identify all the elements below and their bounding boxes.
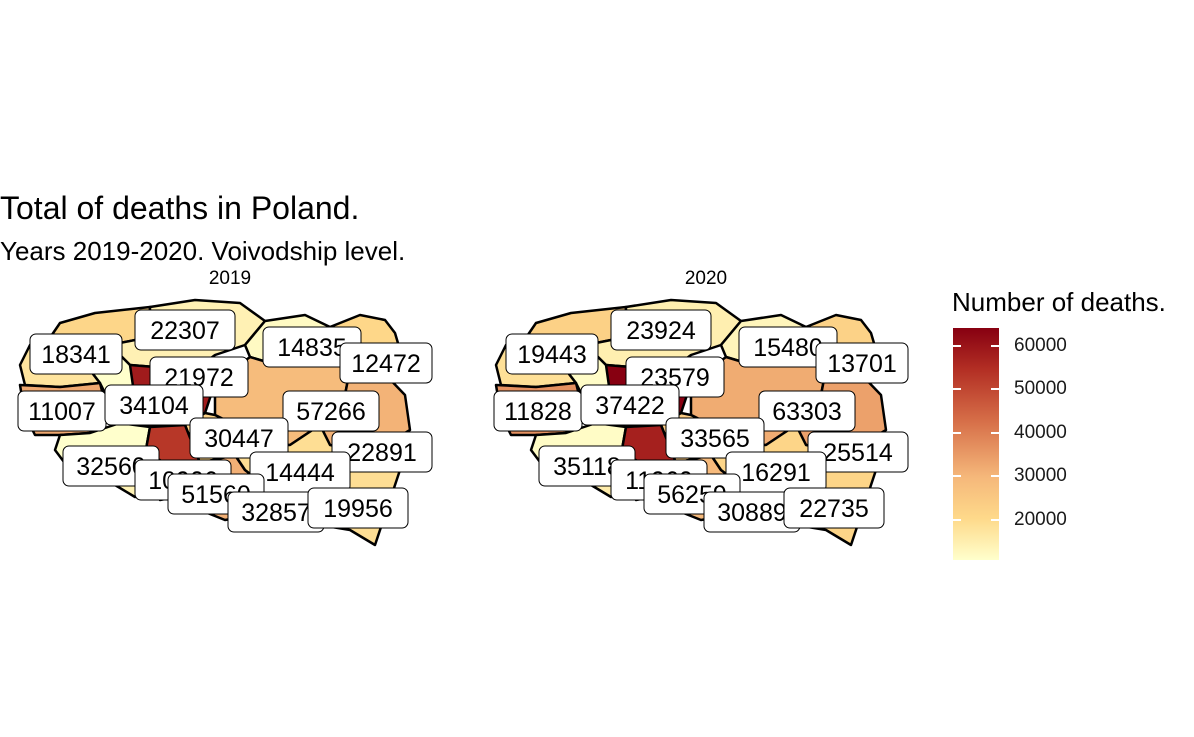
legend-tick-label: 20000 [1014, 509, 1067, 530]
value-label: 18341 [29, 333, 123, 375]
legend-tick-label: 50000 [1014, 378, 1067, 399]
value-label-text: 37422 [595, 392, 665, 420]
value-label: 19956 [307, 487, 409, 529]
value-label-text: 15480 [753, 334, 823, 362]
legend-tick-mark [991, 345, 999, 347]
value-label: 25514 [807, 431, 909, 473]
map-subtitle: Years 2019-2020. Voivodship level. [0, 236, 406, 266]
value-label: 30447 [189, 417, 289, 459]
value-label-text: 35118 [553, 453, 621, 481]
value-label-text: 19956 [323, 495, 393, 523]
value-label-text: 14444 [265, 459, 335, 487]
value-label-text: 12472 [351, 350, 421, 378]
value-label-text: 11007 [28, 398, 96, 426]
value-label-box [29, 333, 123, 375]
value-label-box [189, 417, 289, 459]
value-label-box [339, 342, 433, 384]
value-label-text: 22891 [347, 439, 417, 467]
legend-tick-label: 40000 [1014, 422, 1067, 443]
value-label: 11007 [17, 390, 107, 432]
legend-title: Number of deaths. [952, 287, 1166, 317]
value-label: 19443 [505, 333, 599, 375]
value-label-box [307, 487, 409, 529]
value-label-text: 32560 [76, 453, 146, 481]
legend-tick-label: 60000 [1014, 335, 1067, 356]
value-label-box [505, 333, 599, 375]
value-label-text: 11828 [504, 398, 572, 426]
value-label-text: 18341 [41, 341, 111, 369]
legend-tick-mark [991, 388, 999, 390]
value-label-text: 14835 [277, 334, 347, 362]
value-label: 13701 [815, 342, 909, 384]
value-label-text: 32857 [241, 499, 311, 527]
legend-tick-mark [991, 432, 999, 434]
value-label-text: 16291 [741, 459, 811, 487]
legend-tick-mark [953, 475, 961, 477]
value-label-text: 30889 [717, 499, 787, 527]
value-label-box [134, 309, 236, 351]
value-label-box [758, 390, 856, 432]
value-label: 14835 [262, 326, 362, 368]
value-label-box [580, 384, 680, 426]
legend-tick-label: 30000 [1014, 465, 1067, 486]
value-label: 14444 [249, 451, 351, 493]
value-label: 37422 [580, 384, 680, 426]
legend-tick-mark [991, 519, 999, 521]
value-label: 12472 [339, 342, 433, 384]
legend-tick-mark [953, 388, 961, 390]
value-label-text: 23924 [626, 317, 696, 345]
legend-colorbar [953, 328, 999, 560]
value-label-text: 25514 [823, 439, 893, 467]
value-label-text: 30447 [204, 425, 274, 453]
value-label: 63303 [758, 390, 856, 432]
value-label-box [783, 487, 885, 529]
value-label: 22307 [134, 309, 236, 351]
value-label: 34104 [104, 384, 204, 426]
value-label-text: 22307 [150, 317, 220, 345]
legend-tick-mark [953, 432, 961, 434]
legend-tick-mark [953, 345, 961, 347]
value-label-box [104, 384, 204, 426]
value-label: 22735 [783, 487, 885, 529]
legend-tick-mark [991, 475, 999, 477]
value-label: 30889 [703, 491, 801, 533]
value-label: 57266 [282, 390, 380, 432]
value-label-box [815, 342, 909, 384]
value-label: 32857 [227, 491, 325, 533]
value-label-text: 22735 [799, 495, 869, 523]
value-label: 23924 [610, 309, 712, 351]
value-label-text: 63303 [772, 398, 842, 426]
panel-title-2019: 2019 [208, 268, 252, 289]
value-label: 33565 [665, 417, 765, 459]
value-label-box [610, 309, 712, 351]
value-label-box [665, 417, 765, 459]
value-label: 11828 [493, 390, 583, 432]
value-label-text: 19443 [517, 341, 587, 369]
value-label-text: 34104 [119, 392, 189, 420]
value-label: 16291 [725, 451, 827, 493]
value-label-text: 33565 [680, 425, 750, 453]
legend-tick-mark [953, 519, 961, 521]
value-label: 22891 [331, 431, 433, 473]
panel-title-2020: 2020 [684, 268, 728, 289]
value-label-text: 13701 [827, 350, 897, 378]
value-label-box [282, 390, 380, 432]
value-label: 15480 [738, 326, 838, 368]
map-title: Total of deaths in Poland. [0, 190, 360, 226]
value-label-text: 57266 [296, 398, 366, 426]
